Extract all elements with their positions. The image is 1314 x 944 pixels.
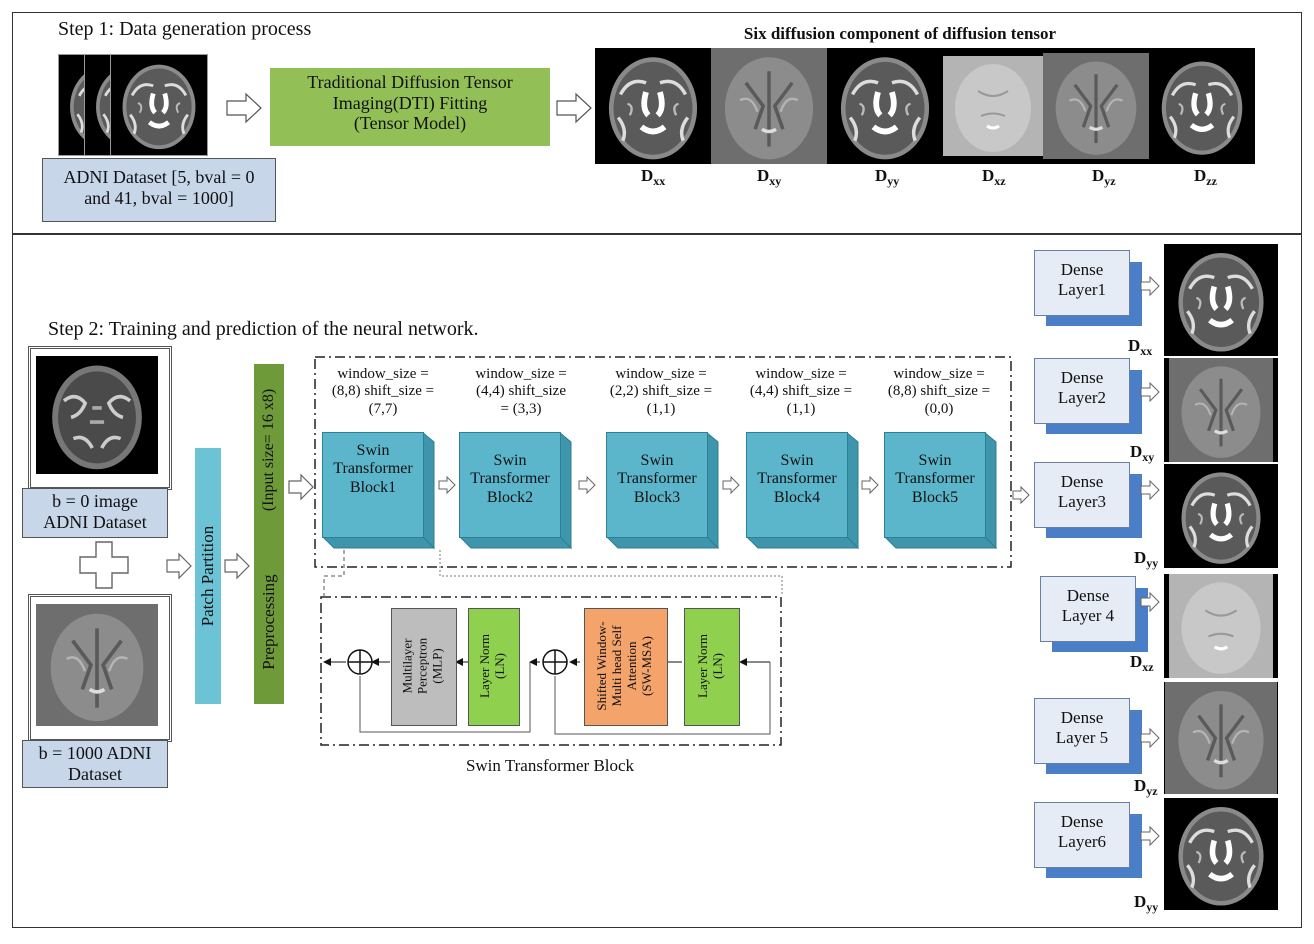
output-dyy-2-image [1164, 798, 1278, 910]
arrow-right-icon [556, 92, 592, 124]
output-dxx-image [1164, 244, 1278, 356]
arrow-right-icon [1012, 485, 1030, 505]
component-label-dyz: Dyz [1092, 166, 1116, 188]
preprocessing-bar [254, 364, 284, 704]
component-dxy-image [711, 48, 827, 164]
arrow-right-icon [224, 552, 250, 580]
component-label-dzz: Dzz [1194, 166, 1217, 188]
component-label-dxz: Dxz [982, 166, 1006, 188]
plus-icon [78, 540, 130, 590]
patch-partition-label: Patch Partition [198, 525, 218, 627]
patch-partition-bar [195, 448, 221, 704]
arrow-right-icon [438, 475, 456, 495]
arrow-right-icon [861, 475, 879, 495]
sw-msa-box [584, 608, 668, 726]
output-label-dxy: Dxy [1130, 442, 1155, 464]
arrow-right-icon [722, 475, 740, 495]
arrow-right-icon [578, 475, 596, 495]
adni-dataset-box: ADNI Dataset [5, bval = 0 and 41, bval =… [42, 158, 276, 222]
swin-detail-frame [320, 596, 782, 746]
b0-image [36, 356, 158, 474]
output-dxy-image [1164, 358, 1278, 462]
b1000-dataset-label: b = 1000 ADNI Dataset [22, 740, 168, 788]
swin-detail-caption: Swin Transformer Block [465, 756, 635, 775]
step2-frame [12, 234, 1302, 928]
mlp-box [391, 608, 457, 726]
arrow-right-icon [226, 92, 262, 124]
components-title: Six diffusion component of diffusion ten… [743, 24, 1057, 43]
arrow-right-icon [1140, 591, 1160, 613]
b1000-image [36, 604, 158, 726]
layer-norm-label-2: Layer Norm (LN) [695, 634, 725, 698]
arrow-right-icon [1140, 381, 1160, 403]
layer-norm-box-1 [468, 608, 520, 726]
swin-blocks-frame [314, 356, 1012, 568]
window-params-2: window_size = (4,4) shift_size = (3,3) [475, 366, 567, 417]
detail-connector-lines [323, 550, 783, 596]
step1-title: Step 1: Data generation process [58, 18, 312, 40]
arrow-right-icon [1140, 825, 1160, 847]
mlp-label: Multilayer Perceptron (MLP) [399, 637, 445, 695]
step1-frame [12, 12, 1302, 234]
component-label-dxy: Dxy [757, 166, 782, 188]
swin-detail-wiring [323, 649, 771, 735]
arrow-right-icon [288, 473, 314, 501]
component-label-dyy: Dyy [875, 166, 900, 188]
window-params-5: window_size = (8,8) shift_size = (0,0) [887, 366, 991, 417]
component-dzz-image [1149, 48, 1255, 164]
output-label-dyy: Dyy [1134, 548, 1159, 570]
step2-title: Step 2: Training and prediction of the n… [48, 318, 479, 340]
dti-fitting-box: Traditional Diffusion Tensor Imaging(DTI… [270, 68, 550, 146]
component-dyz-image [1043, 48, 1149, 164]
component-dxz-image [943, 48, 1043, 164]
layer-norm-box-2 [684, 608, 740, 726]
preprocessing-label: Preprocessing [259, 574, 279, 670]
layer-norm-label-1: Layer Norm (LN) [477, 634, 507, 698]
input-size-label: (Input size= 16 x8) [259, 388, 277, 512]
output-label-dxz: Dxz [1130, 652, 1154, 674]
sw-msa-label: Shifted Window- Multi head Self Attentio… [594, 621, 654, 711]
output-dxz-image [1164, 574, 1278, 678]
arrow-right-icon [1140, 479, 1160, 501]
output-label-dyy-2: Dyy [1134, 892, 1159, 914]
arrow-right-icon [1140, 275, 1160, 297]
component-dyy-image [827, 48, 943, 164]
component-dxx-image [595, 48, 711, 164]
output-dyy-image [1164, 464, 1278, 568]
window-params-1: window_size = (8,8) shift_size = (7,7) [331, 366, 435, 417]
component-label-dxx: Dxx [641, 166, 666, 188]
window-params-4: window_size = (4,4) shift_size = (1,1) [749, 366, 853, 417]
arrow-right-icon [166, 552, 192, 580]
output-label-dxx: Dxx [1128, 336, 1153, 358]
input-slice-3 [110, 54, 208, 156]
output-dyz-image [1164, 682, 1278, 794]
arrow-right-icon [1140, 727, 1160, 749]
output-label-dyz: Dyz [1134, 776, 1158, 798]
b0-dataset-label: b = 0 image ADNI Dataset [22, 488, 168, 538]
window-params-3: window_size = (2,2) shift_size = (1,1) [609, 366, 713, 417]
